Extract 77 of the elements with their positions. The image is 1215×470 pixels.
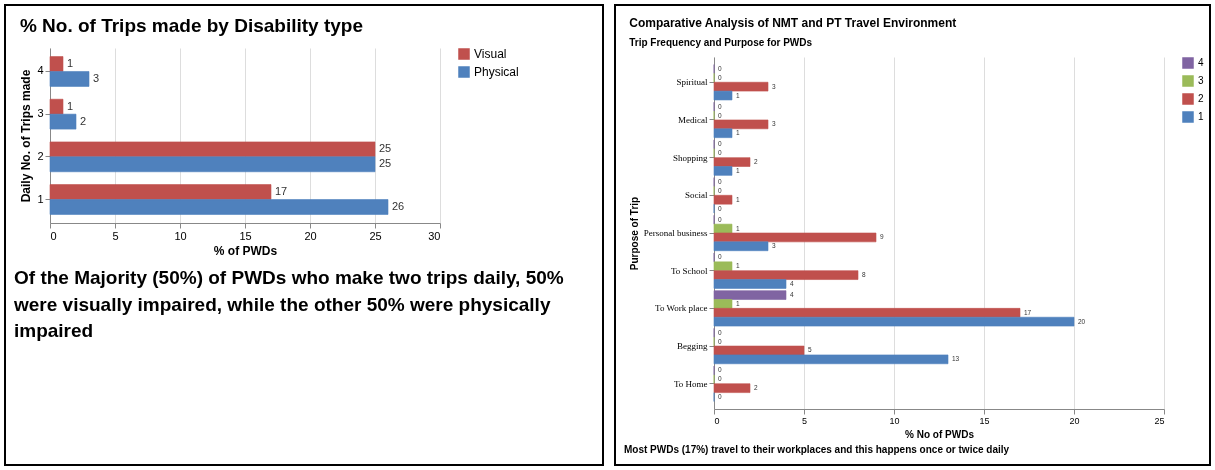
bar [713, 261, 733, 271]
data-label: 2 [80, 114, 87, 127]
bar [713, 157, 751, 167]
bar [49, 71, 90, 87]
bar [713, 166, 733, 176]
y-tick-label: 2 [37, 149, 44, 162]
x-tick-label: 10 [174, 229, 187, 242]
y-tick-label: Spiritual [676, 77, 708, 88]
legend-label: 3 [1198, 75, 1204, 86]
bar [713, 299, 733, 309]
bar [49, 141, 376, 158]
bar [713, 308, 1021, 318]
y-tick-label: To Work place [655, 303, 708, 314]
chart-title: % No. of Trips made by Disability type [19, 15, 364, 36]
y-tick-label: To School [670, 265, 708, 276]
data-label: 26 [392, 199, 405, 212]
bar [49, 199, 389, 215]
y-axis-title: Daily No. of Trips made [19, 69, 34, 203]
bar [713, 345, 805, 356]
chart-subtitle: Trip Frequency and Purpose for PWDs [629, 37, 813, 48]
legend-label: 2 [1198, 93, 1204, 104]
x-tick-label: 10 [889, 415, 900, 426]
x-tick-label: 15 [979, 415, 990, 426]
bar [713, 128, 733, 138]
bar [713, 119, 769, 130]
data-label: 1 [67, 57, 74, 70]
bar [713, 270, 859, 280]
x-tick-label: 30 [428, 229, 441, 242]
data-label: 1 [67, 99, 74, 112]
x-tick-label: 5 [112, 229, 119, 242]
x-tick-label: 0 [50, 229, 57, 242]
x-tick-label: 0 [714, 415, 720, 426]
chart-title: Comparative Analysis of NMT and PT Travel Environment [629, 16, 957, 30]
bar [713, 241, 769, 252]
x-tick-label: 20 [1069, 415, 1080, 426]
bar [713, 90, 733, 101]
bar [713, 195, 733, 205]
bar [713, 232, 877, 243]
y-tick-label: To Home [673, 378, 708, 389]
text: Most PWDs (17%) travel to their workplaces and this happens once or twice daily [624, 444, 1011, 455]
legend-label: Visual [474, 47, 507, 61]
bar [713, 223, 733, 234]
bar [713, 354, 949, 365]
y-tick-label: 4 [37, 64, 44, 77]
bar [713, 290, 787, 300]
x-tick-label: 20 [304, 229, 317, 242]
y-tick-label: Begging [677, 341, 708, 352]
y-tick-label: 3 [37, 107, 44, 120]
bar [49, 156, 376, 173]
x-axis-title: % No of PWDs [905, 428, 975, 440]
x-tick-label: 5 [801, 415, 808, 426]
data-label: 3 [93, 71, 100, 84]
legend-label: 1 [1198, 111, 1204, 122]
y-tick-label: Shopping [672, 152, 708, 163]
x-tick-label: 15 [239, 229, 252, 242]
bar [49, 56, 64, 72]
bar [713, 316, 1075, 327]
x-tick-label: 25 [369, 229, 382, 242]
legend-label: 4 [1198, 57, 1204, 68]
x-axis-title: % of PWDs [213, 243, 278, 258]
bar [49, 113, 77, 130]
data-label: 17 [275, 185, 288, 198]
y-tick-label: Personal business [643, 228, 708, 238]
data-label: 25 [379, 157, 392, 170]
y-tick-label: Medical [678, 114, 708, 125]
data-label: 25 [379, 142, 392, 155]
legend-label: Physical [474, 65, 519, 79]
bar [49, 98, 64, 115]
y-axis-title: Purpose of Trip [628, 196, 640, 271]
bar [713, 81, 769, 92]
text: Of the Majority (50%) of PWDs who make two trips daily, 50% were visually impaired, while the other 50% were physically impaired [14, 266, 565, 344]
bar [49, 184, 272, 200]
y-tick-label: 1 [37, 192, 44, 205]
x-tick-label: 25 [1154, 415, 1165, 426]
bar [713, 279, 787, 289]
y-tick-label: Social [685, 190, 708, 201]
bar [713, 383, 751, 393]
